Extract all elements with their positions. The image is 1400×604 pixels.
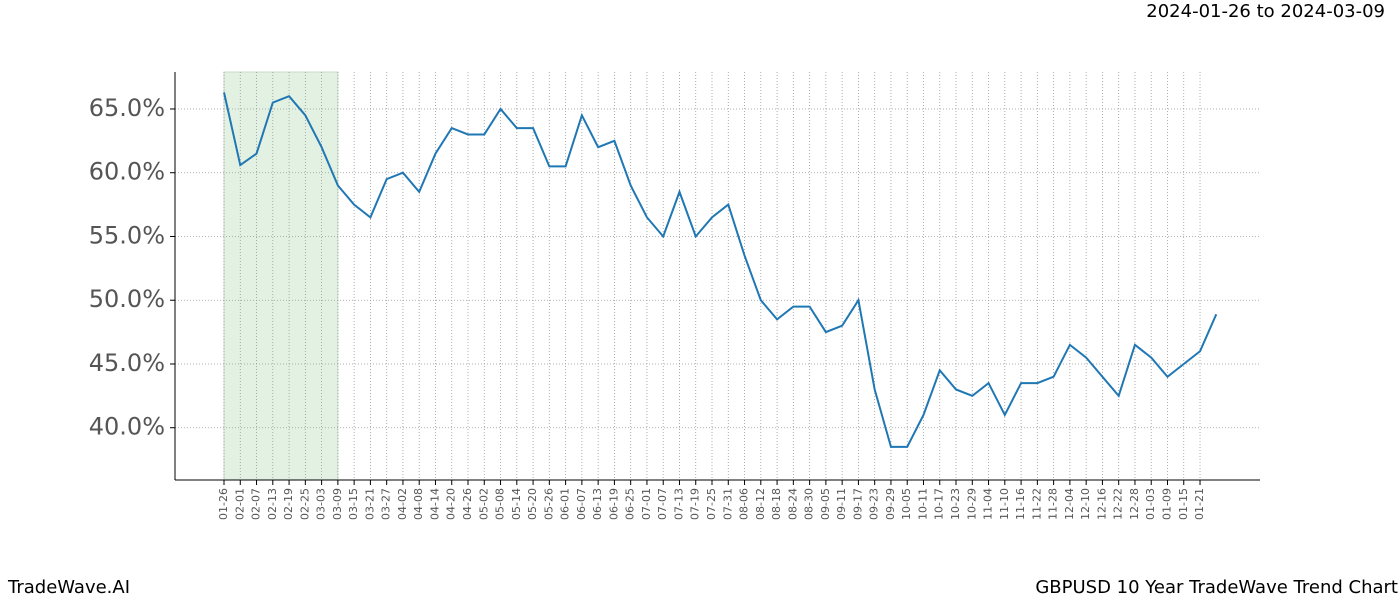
x-tick-label: 04-20 (445, 488, 458, 520)
chart-title: 2024-01-26 to 2024-03-09 (1146, 1, 1385, 22)
x-tick-label: 07-01 (640, 488, 653, 520)
x-tick-label: 12-04 (1063, 488, 1076, 520)
highlight-band (223, 71, 339, 481)
footer-right: GBPUSD 10 Year TradeWave Trend Chart (1035, 577, 1398, 598)
x-tick-label: 08-06 (738, 488, 751, 520)
footer-left: TradeWave.AI (7, 577, 130, 598)
x-tick-label: 05-02 (477, 488, 490, 520)
x-tick-label: 03-15 (347, 488, 360, 520)
x-tick-label: 08-24 (786, 488, 799, 520)
x-tick-label: 09-11 (835, 488, 848, 520)
x-tick-label: 11-28 (1047, 488, 1060, 520)
x-tick-label: 04-08 (412, 488, 425, 520)
x-tick-label: 07-07 (656, 488, 669, 520)
x-tick-label: 06-13 (591, 488, 604, 520)
x-tick-label: 05-26 (542, 488, 555, 520)
x-tick-label: 11-16 (1014, 488, 1027, 520)
x-tick-label: 01-26 (217, 488, 230, 520)
x-tick-label: 09-05 (819, 488, 832, 520)
y-tick-label: 40.0% (89, 413, 165, 441)
x-tick-label: 04-14 (428, 488, 441, 520)
x-tick-label: 11-22 (1030, 488, 1043, 520)
x-tick-label: 02-13 (266, 488, 279, 520)
x-tick-label: 03-27 (380, 488, 393, 520)
x-tick-label: 11-04 (982, 488, 995, 520)
x-tick-label: 01-03 (1144, 488, 1157, 520)
y-tick-label: 55.0% (89, 221, 165, 249)
x-tick-label: 04-02 (396, 488, 409, 520)
y-tick-label: 50.0% (89, 285, 165, 313)
x-tick-label: 02-19 (282, 488, 295, 520)
x-tick-label: 05-20 (526, 488, 539, 520)
x-tick-label: 07-31 (721, 488, 734, 520)
x-tick-label: 12-28 (1128, 488, 1141, 520)
x-tick-label: 02-01 (233, 488, 246, 520)
x-tick-label: 09-17 (851, 488, 864, 520)
x-tick-label: 01-09 (1160, 488, 1173, 520)
x-tick-label: 11-10 (998, 488, 1011, 520)
x-tick-label: 10-17 (933, 488, 946, 520)
x-tick-label: 03-09 (331, 488, 344, 520)
x-tick-label: 10-11 (916, 488, 929, 520)
x-tick-label: 12-16 (1095, 488, 1108, 520)
x-tick-label: 09-23 (868, 488, 881, 520)
x-tick-label: 02-07 (250, 488, 263, 520)
x-tick-label: 05-14 (510, 488, 523, 520)
x-tick-label: 12-10 (1079, 488, 1092, 520)
x-tick-label: 08-18 (770, 488, 783, 520)
y-tick-label: 60.0% (89, 158, 165, 186)
x-tick-label: 05-08 (494, 488, 507, 520)
x-tick-label: 06-19 (607, 488, 620, 520)
x-tick-label: 10-29 (965, 488, 978, 520)
x-tick-label: 01-15 (1177, 488, 1190, 520)
x-tick-label: 10-23 (949, 488, 962, 520)
y-tick-label: 65.0% (89, 94, 165, 122)
y-tick-label: 45.0% (89, 349, 165, 377)
x-tick-label: 06-25 (624, 488, 637, 520)
x-tick-label: 01-21 (1193, 488, 1206, 520)
x-tick-label: 12-22 (1112, 488, 1125, 520)
x-tick-label: 02-25 (298, 488, 311, 520)
x-tick-label: 03-21 (363, 488, 376, 520)
x-tick-label: 07-13 (672, 488, 685, 520)
x-tick-label: 08-30 (803, 488, 816, 520)
data-line (223, 92, 1218, 448)
x-tick-label: 07-19 (689, 488, 702, 520)
x-tick-label: 06-07 (575, 488, 588, 520)
x-tick-label: 07-25 (705, 488, 718, 520)
x-tick-label: 08-12 (754, 488, 767, 520)
x-tick-label: 06-01 (559, 488, 572, 520)
x-tick-label: 09-29 (884, 488, 897, 520)
x-tick-label: 04-26 (461, 488, 474, 520)
x-tick-label: 03-03 (315, 488, 328, 520)
x-tick-label: 10-05 (900, 488, 913, 520)
